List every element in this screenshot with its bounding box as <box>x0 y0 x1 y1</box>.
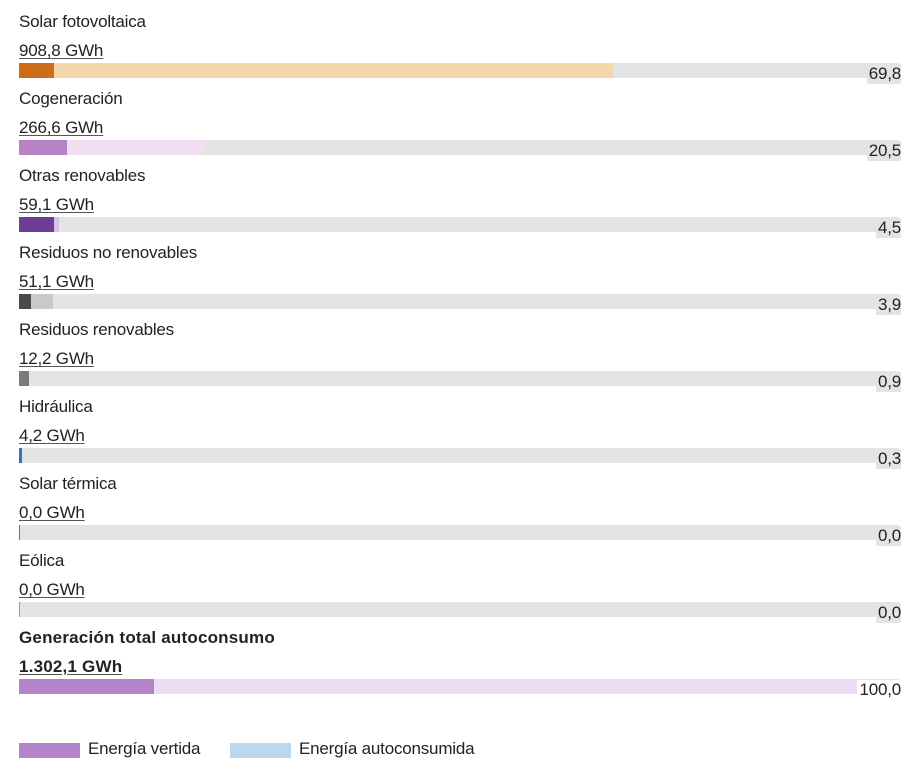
bar-segment-autoconsumida <box>19 63 613 78</box>
bar-segment-vertida <box>19 448 22 463</box>
share-label: 0,0 <box>876 526 901 546</box>
value-label: 12,2 GWh <box>19 349 94 369</box>
bar-row: Hidráulica 4,2 GWh 0,3 <box>19 397 901 474</box>
bar-segment-vertida <box>19 525 20 540</box>
bar-track <box>19 525 899 540</box>
value-label: 4,2 GWh <box>19 426 85 446</box>
bar-segment-vertida <box>19 140 67 155</box>
category-label: Solar térmica <box>19 474 117 494</box>
share-label: 4,5 <box>876 218 901 238</box>
value-label: 908,8 GWh <box>19 41 103 61</box>
category-label: Residuos no renovables <box>19 243 197 263</box>
category-label: Otras renovables <box>19 166 145 186</box>
total-value-label: 1.302,1 GWh <box>19 657 122 677</box>
bar-row: Solar fotovoltaica 908,8 GWh 69,8 <box>19 12 901 89</box>
bar-segment-vertida <box>19 679 154 694</box>
legend-swatch <box>19 743 80 758</box>
share-label: 3,9 <box>876 295 901 315</box>
share-label: 0,9 <box>876 372 901 392</box>
bar-track <box>19 217 899 232</box>
value-label: 51,1 GWh <box>19 272 94 292</box>
category-label: Cogeneración <box>19 89 122 109</box>
share-label: 0,3 <box>876 449 901 469</box>
bar-row: Cogeneración 266,6 GWh 20,5 <box>19 89 901 166</box>
category-label: Solar fotovoltaica <box>19 12 146 32</box>
bar-row: Residuos no renovables 51,1 GWh 3,9 <box>19 243 901 320</box>
bar-row: Solar térmica 0,0 GWh 0,0 <box>19 474 901 551</box>
share-label: 69,8 <box>867 64 901 84</box>
bar-segment-vertida <box>19 294 31 309</box>
value-label: 0,0 GWh <box>19 503 85 523</box>
bar-track <box>19 140 899 155</box>
share-label: 20,5 <box>867 141 901 161</box>
bar-track <box>19 371 899 386</box>
bar-segment-vertida <box>19 217 54 232</box>
bar-track <box>19 294 899 309</box>
legend-label: Energía autoconsumida <box>299 739 474 759</box>
bar-row: Residuos renovables 12,2 GWh 0,9 <box>19 320 901 397</box>
bar-row: Eólica 0,0 GWh 0,0 <box>19 551 901 628</box>
category-label: Hidráulica <box>19 397 93 417</box>
bar-row: Otras renovables 59,1 GWh 4,5 <box>19 166 901 243</box>
bar-segment-vertida <box>19 63 54 78</box>
category-label: Eólica <box>19 551 64 571</box>
value-label: 59,1 GWh <box>19 195 94 215</box>
value-label: 266,6 GWh <box>19 118 103 138</box>
bar-track <box>19 63 899 78</box>
category-label: Residuos renovables <box>19 320 174 340</box>
bar-track <box>19 602 899 617</box>
value-label: 0,0 GWh <box>19 580 85 600</box>
total-label: Generación total autoconsumo <box>19 628 275 648</box>
legend-label: Energía vertida <box>88 739 200 759</box>
total-row: Generación total autoconsumo 1.302,1 GWh 1… <box>19 628 901 705</box>
bar-track <box>19 679 855 694</box>
total-share-label: 100,0 <box>857 680 901 700</box>
share-label: 0,0 <box>876 603 901 623</box>
bar-segment-vertida <box>19 371 29 386</box>
legend-swatch <box>230 743 291 758</box>
bar-segment-vertida <box>19 602 20 617</box>
bar-track <box>19 448 899 463</box>
